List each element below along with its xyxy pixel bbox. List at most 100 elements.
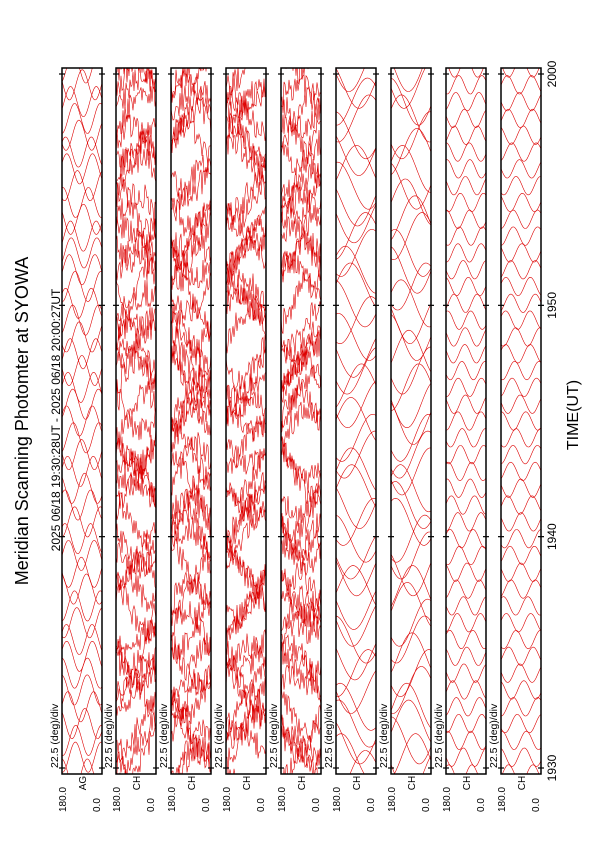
scan-trace [62,304,102,336]
scan-trace [501,478,541,498]
panel-frame [170,67,212,775]
scan-trace [116,278,156,344]
scan-trace [171,673,211,742]
panel-traces [501,68,541,774]
scan-trace [501,243,541,263]
scan-trace [281,270,321,334]
scan-trace [226,214,266,285]
scan-trace [446,176,486,196]
scan-trace [501,226,541,246]
y-tick-label: 0.0 [311,798,322,812]
scan-trace [336,212,376,260]
scan-trace [171,350,211,423]
y-tick-label: 180.0 [332,787,343,812]
scale-label: 22.5 (deg)/div [268,703,280,768]
scan-trace [226,472,266,544]
scan-trace [116,307,156,375]
scan-trace [281,714,321,774]
y-tick-label: 0.0 [476,798,487,812]
scan-trace [336,94,376,143]
scan-trace [281,250,321,301]
scan-trace [391,329,431,373]
scan-trace [391,402,431,445]
scan-trace [171,501,211,562]
scan-trace [391,554,431,597]
x-tick-label: 1940 [545,523,559,550]
scan-trace [501,360,541,381]
y-tick-label: 0.0 [201,798,212,812]
scan-trace [62,271,102,303]
scan-trace [501,377,541,397]
channel-label: CH [352,776,363,790]
scan-trace [446,596,486,616]
y-tick-label: 0.0 [92,798,103,812]
panel-traces [116,68,156,774]
scan-trace [116,542,156,612]
scan-trace [281,437,321,493]
scan-trace [226,654,266,730]
scan-trace [446,445,486,465]
scan-trace [501,344,541,364]
scan-trace [446,394,486,414]
scan-trace [391,565,431,607]
scan-trace [62,540,102,571]
y-tick-label: 180.0 [222,787,233,812]
scan-trace [62,640,102,672]
scan-trace [171,194,211,242]
scan-trace [391,666,431,714]
scan-trace [446,260,486,280]
scan-trace [501,461,541,482]
scan-trace [281,684,321,744]
scan-trace [226,343,266,407]
scan-trace [281,119,321,176]
scan-trace [446,310,486,330]
scan-trace [501,192,541,213]
scan-trace [336,535,376,580]
x-tick-label: 1930 [545,754,559,781]
scan-trace [226,111,266,170]
scan-trace [391,128,431,176]
scan-trace [391,262,431,311]
y-tick-label: 0.0 [146,798,157,812]
channel-label: CH [187,776,198,790]
panel-6: 180.0 0.0CH 22.5 (deg)/div [323,67,379,812]
scan-trace [446,495,486,515]
scale-label: 22.5 (deg)/div [103,703,115,768]
y-tick-label: 0.0 [531,798,542,812]
scan-trace [391,632,431,673]
scan-trace [501,209,541,229]
scan-trace [336,188,376,227]
scan-trace [171,601,211,657]
scan-trace [336,68,365,92]
scale-label: 22.5 (deg)/div [49,703,61,768]
x-tick-label: 2000 [545,60,559,87]
y-tick-label: 180.0 [387,787,398,812]
scan-trace [446,562,486,582]
scan-trace [281,472,321,527]
scan-trace [62,657,102,689]
scale-label: 22.5 (deg)/div [213,703,225,768]
scan-trace [336,161,376,210]
channel-label: AG [78,776,89,791]
scan-trace [62,455,102,487]
channel-label: CH [517,776,528,790]
scan-trace [336,245,376,294]
scan-trace [116,751,128,774]
scan-trace [281,82,321,155]
scan-trace [446,360,486,381]
scan-trace [446,478,486,498]
scan-trace [62,371,102,403]
scan-trace [62,287,102,319]
scan-trace [501,697,541,717]
scan-trace [448,68,484,78]
scan-trace [226,79,266,147]
scan-trace [501,747,541,767]
channel-label: CH [132,776,143,790]
scan-trace [336,487,376,529]
scan-trace [391,279,431,328]
scan-trace [501,411,541,431]
scan-trace [226,269,266,311]
scan-trace [62,388,102,420]
